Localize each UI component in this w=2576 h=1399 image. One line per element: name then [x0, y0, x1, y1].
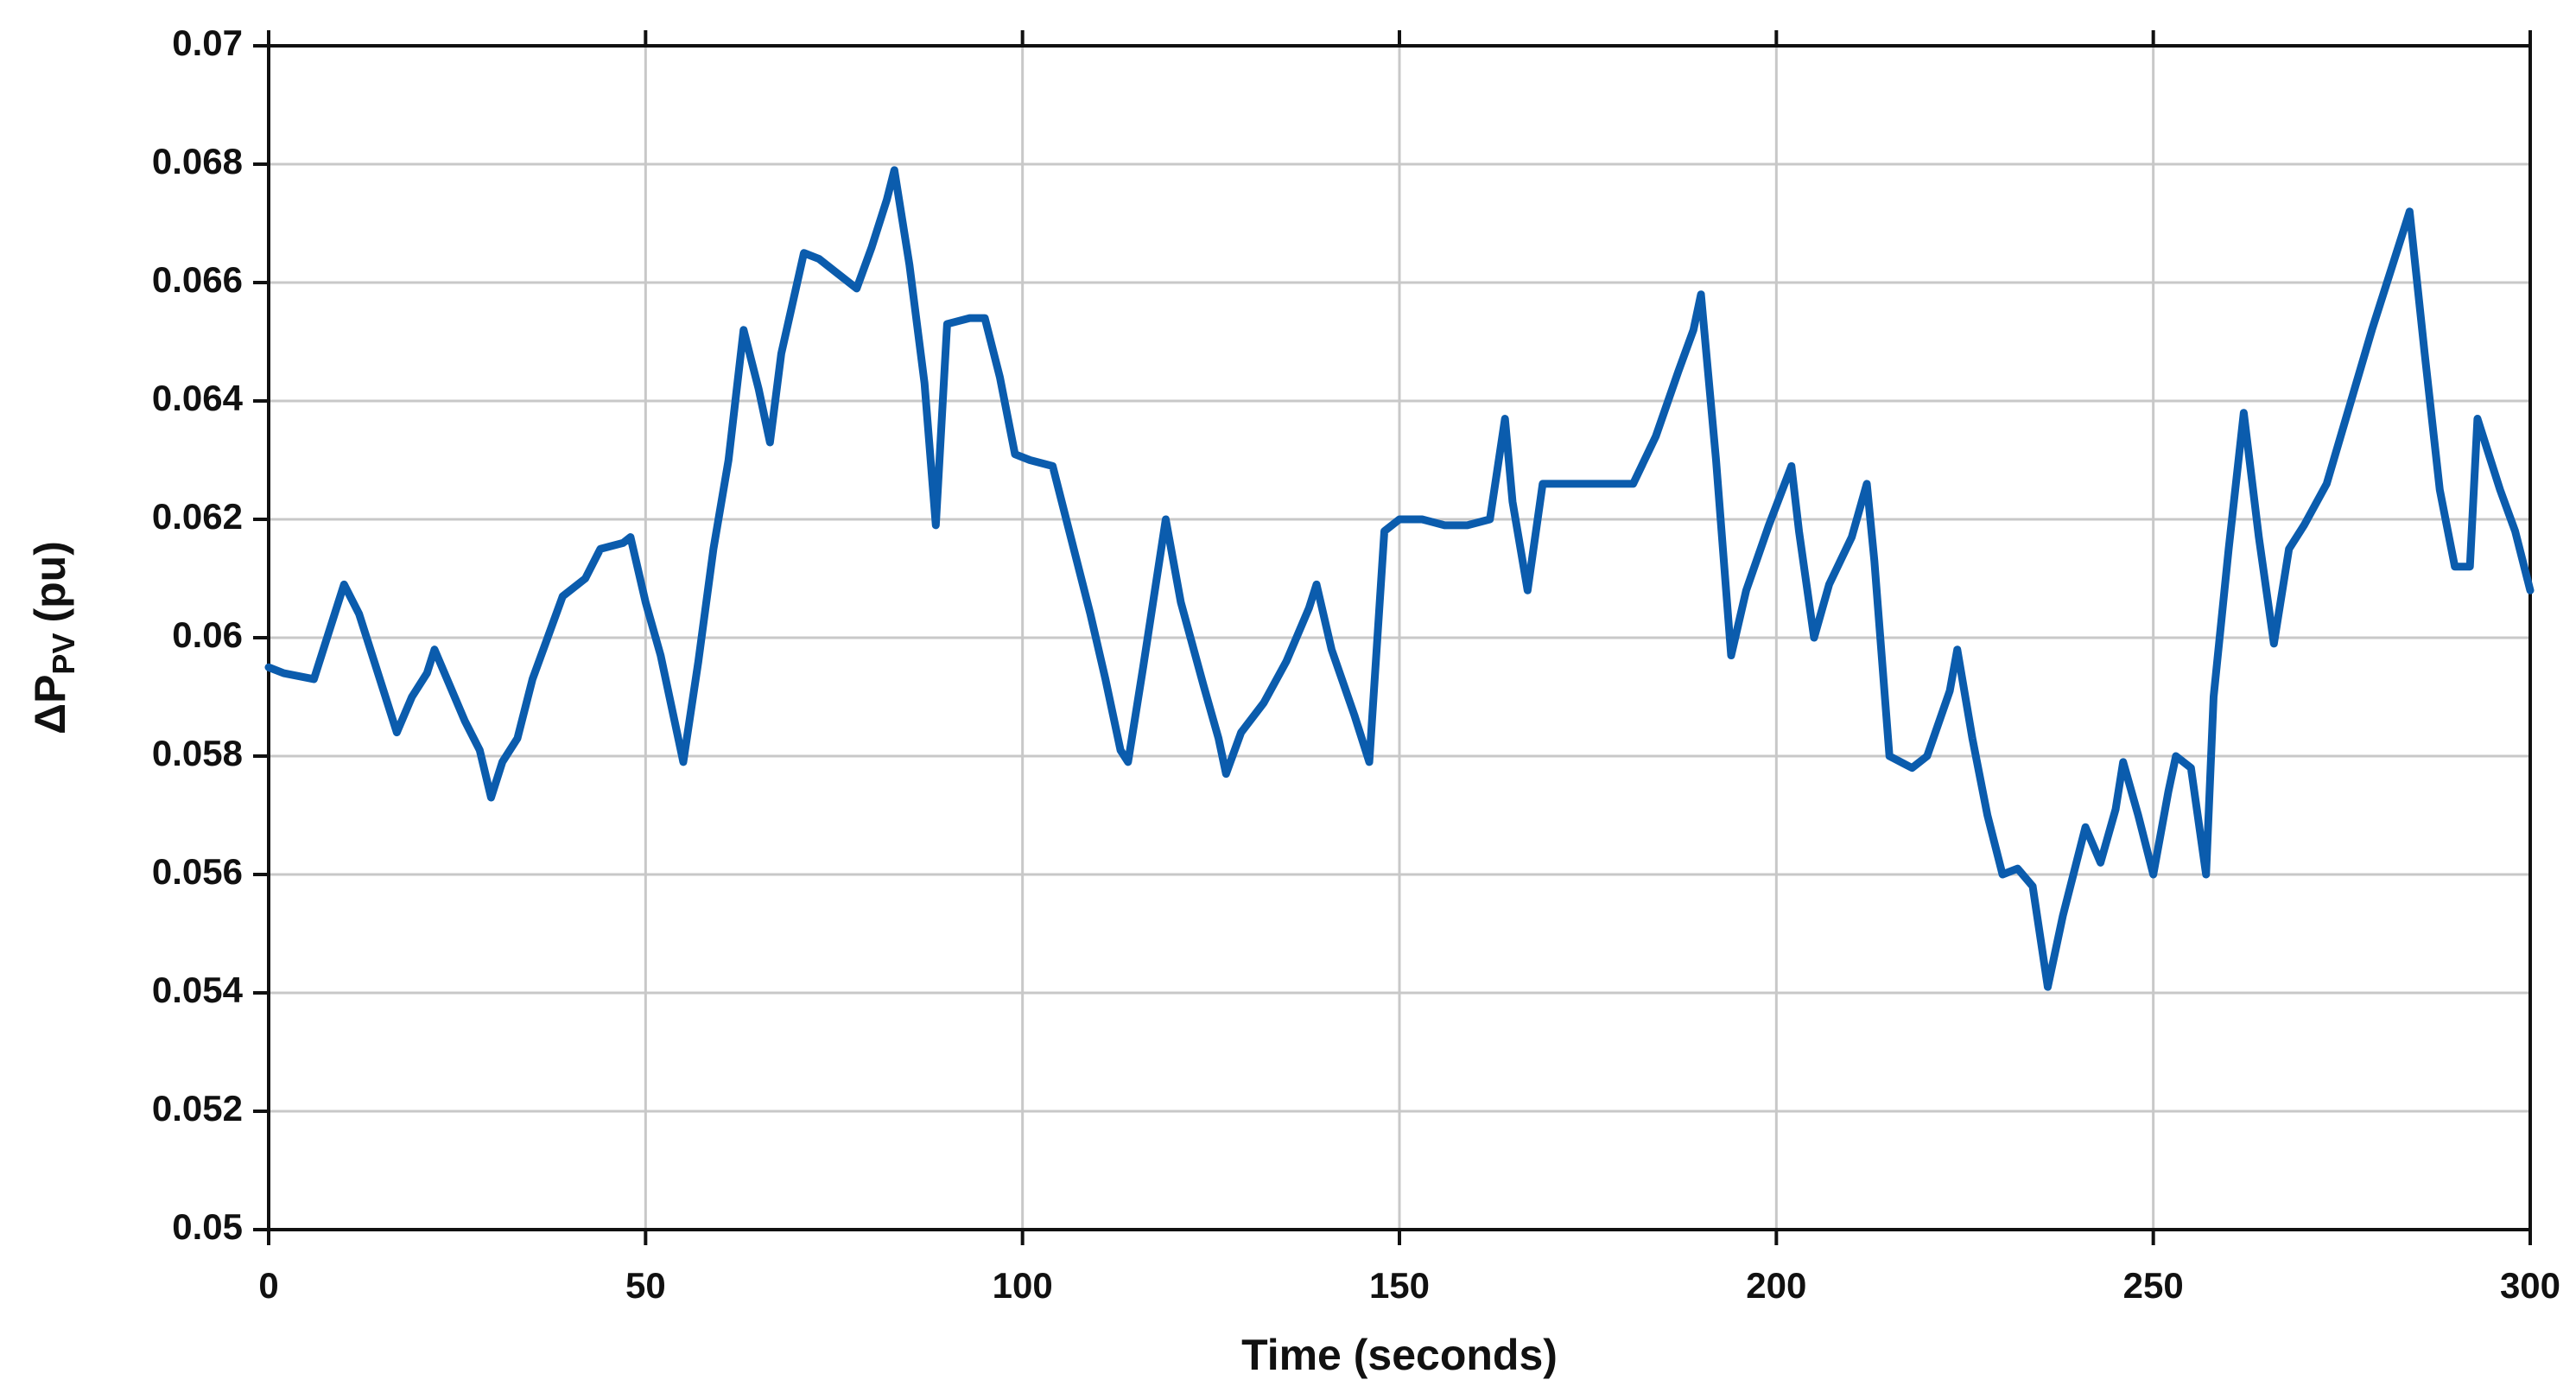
x-tick-label: 200 — [1746, 1265, 1806, 1306]
y-tick-label: 0.07 — [172, 22, 243, 63]
x-tick-label: 150 — [1369, 1265, 1430, 1306]
y-tick-label: 0.068 — [152, 141, 243, 181]
y-axis-label: ΔPPV (pu) — [26, 541, 80, 734]
x-tick-label: 250 — [2123, 1265, 2184, 1306]
y-tick-label: 0.064 — [152, 378, 244, 418]
y-tick-label: 0.05 — [172, 1206, 243, 1247]
y-tick-label: 0.054 — [152, 970, 244, 1010]
x-axis-label: Time (seconds) — [1241, 1331, 1558, 1379]
x-tick-label: 50 — [625, 1265, 666, 1306]
x-tick-label: 300 — [2500, 1265, 2560, 1306]
y-tick-label: 0.056 — [152, 851, 243, 892]
y-tick-label: 0.052 — [152, 1088, 243, 1129]
y-label-sub: PV — [46, 633, 81, 675]
x-tick-label: 0 — [258, 1265, 278, 1306]
y-tick-label: 0.066 — [152, 259, 243, 300]
y-label-unit: (pu) — [26, 541, 74, 622]
y-tick-label: 0.058 — [152, 733, 243, 773]
data-line — [264, 166, 2535, 991]
y-label-main: ΔP — [26, 675, 74, 734]
y-tick-label: 0.06 — [172, 614, 243, 655]
x-tick-label: 100 — [993, 1265, 1053, 1306]
y-tick-label: 0.062 — [152, 496, 243, 537]
